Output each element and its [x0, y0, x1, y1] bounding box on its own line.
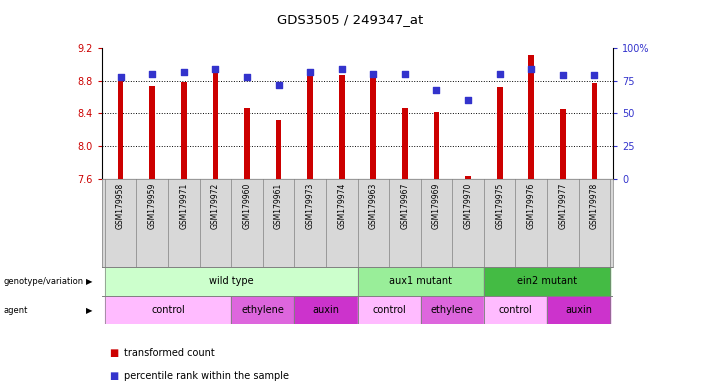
Point [336, 66, 347, 72]
Text: agent: agent [4, 306, 28, 314]
Point [304, 68, 315, 74]
Text: control: control [498, 305, 532, 315]
Point [147, 71, 158, 77]
Text: GSM179969: GSM179969 [432, 183, 441, 229]
Text: GSM179972: GSM179972 [211, 183, 220, 229]
Text: GSM179978: GSM179978 [590, 183, 599, 229]
Text: GDS3505 / 249347_at: GDS3505 / 249347_at [278, 13, 423, 26]
Point [241, 74, 252, 80]
Bar [370, 73, 376, 179]
Bar [484, 296, 547, 324]
Text: aux1 mutant: aux1 mutant [389, 276, 452, 286]
Bar [105, 267, 358, 296]
Bar [484, 267, 610, 296]
Text: GSM179958: GSM179958 [116, 183, 125, 229]
Bar [105, 296, 231, 324]
Point [210, 66, 221, 72]
Bar [149, 86, 155, 179]
Text: ▶: ▶ [86, 306, 93, 314]
Text: control: control [151, 305, 185, 315]
Bar [118, 81, 123, 179]
Text: ■: ■ [109, 348, 118, 358]
Bar [497, 87, 503, 179]
Bar [212, 73, 218, 179]
Bar [358, 296, 421, 324]
Bar [529, 55, 534, 179]
Text: GSM179961: GSM179961 [274, 183, 283, 229]
Point [273, 81, 284, 88]
Text: ethylene: ethylene [241, 305, 284, 315]
Text: ein2 mutant: ein2 mutant [517, 276, 577, 286]
Text: auxin: auxin [565, 305, 592, 315]
Text: percentile rank within the sample: percentile rank within the sample [124, 371, 289, 381]
Text: GSM179975: GSM179975 [495, 183, 504, 229]
Point [178, 68, 189, 74]
Text: ■: ■ [109, 371, 118, 381]
Text: GSM179971: GSM179971 [179, 183, 189, 229]
Bar [294, 296, 358, 324]
Text: GSM179973: GSM179973 [306, 183, 315, 229]
Text: auxin: auxin [313, 305, 339, 315]
Point [431, 87, 442, 93]
Text: transformed count: transformed count [124, 348, 215, 358]
Bar [244, 108, 250, 179]
Text: ethylene: ethylene [431, 305, 474, 315]
Bar [465, 176, 471, 179]
Text: GSM179974: GSM179974 [337, 183, 346, 229]
Bar [358, 267, 484, 296]
Point [463, 97, 474, 103]
Text: GSM179959: GSM179959 [148, 183, 157, 229]
Point [494, 71, 505, 77]
Point [115, 74, 126, 80]
Text: GSM179976: GSM179976 [526, 183, 536, 229]
Bar [231, 296, 294, 324]
Text: GSM179960: GSM179960 [243, 183, 252, 229]
Bar [421, 296, 484, 324]
Bar [181, 82, 186, 179]
Text: GSM179967: GSM179967 [400, 183, 409, 229]
Text: GSM179977: GSM179977 [558, 183, 567, 229]
Point [526, 66, 537, 72]
Bar [434, 112, 440, 179]
Text: wild type: wild type [209, 276, 254, 286]
Text: ▶: ▶ [86, 277, 93, 286]
Point [400, 71, 411, 77]
Bar [307, 75, 313, 179]
Bar [547, 296, 610, 324]
Bar [339, 75, 345, 179]
Text: control: control [372, 305, 406, 315]
Bar [402, 108, 408, 179]
Text: GSM179963: GSM179963 [369, 183, 378, 229]
Point [557, 72, 569, 78]
Bar [275, 120, 281, 179]
Text: GSM179970: GSM179970 [463, 183, 472, 229]
Point [589, 72, 600, 78]
Text: genotype/variation: genotype/variation [4, 277, 83, 286]
Bar [560, 109, 566, 179]
Bar [592, 83, 597, 179]
Point [368, 71, 379, 77]
